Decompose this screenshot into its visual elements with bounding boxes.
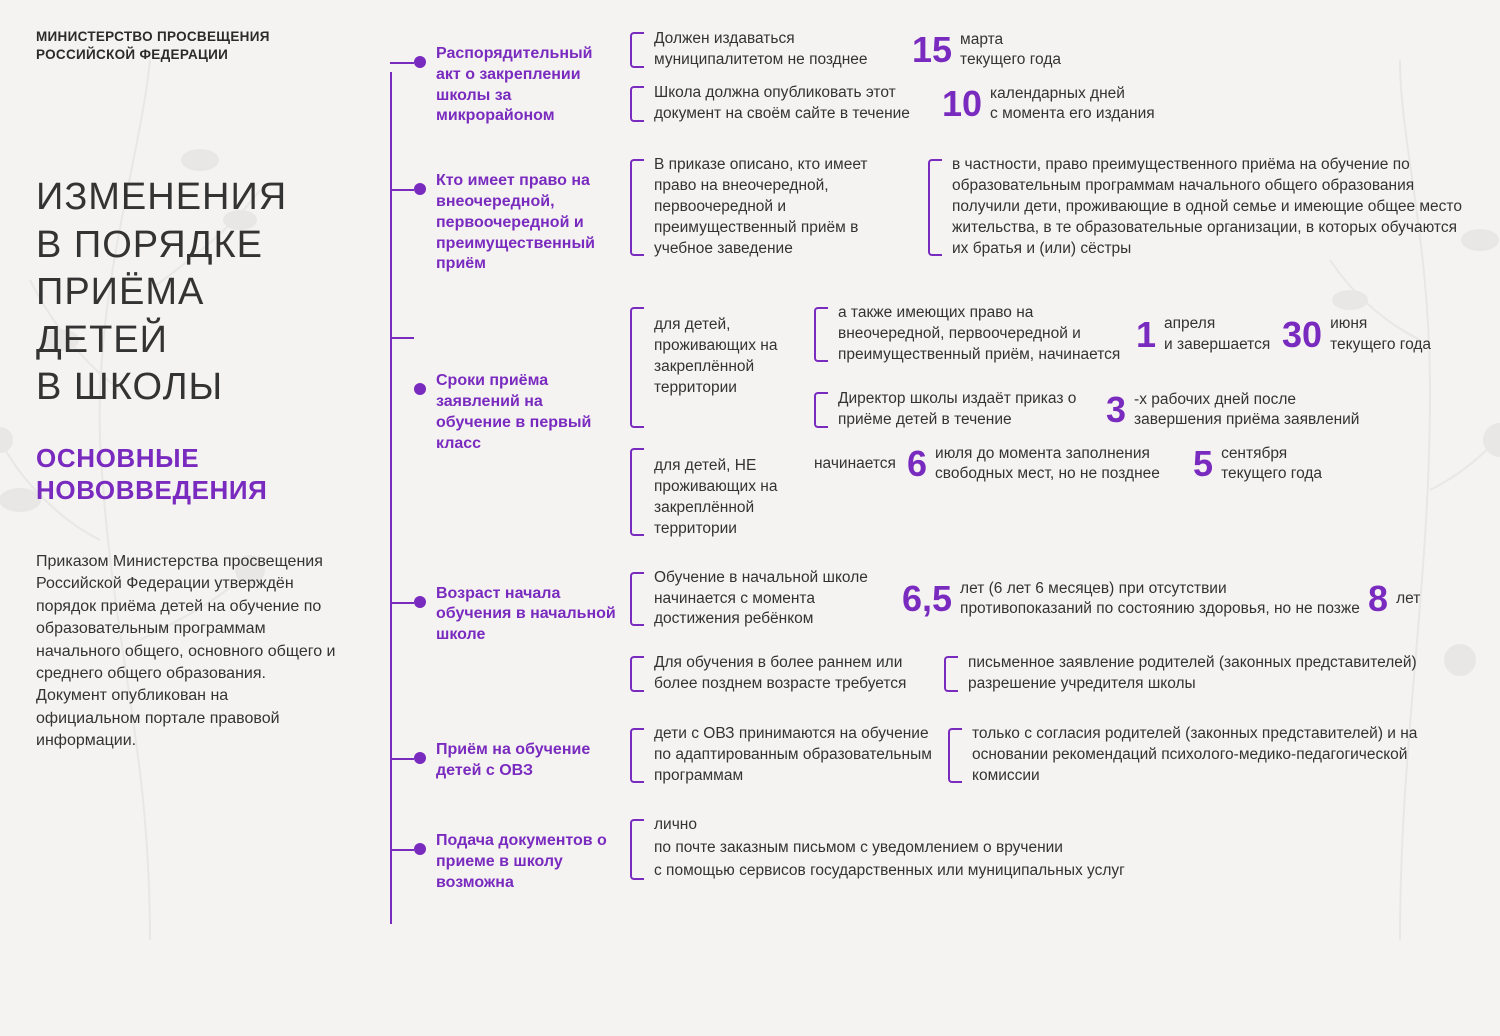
- bracket-icon: [814, 392, 828, 428]
- big-number: 30: [1282, 317, 1322, 353]
- text: лет (6 лет 6 месяцев) при отсутствиипрот…: [960, 579, 1360, 619]
- text: Директор школы издаёт приказ о приёме де…: [838, 389, 1098, 431]
- list-item: по почте заказным письмом с уведомлением…: [654, 838, 1464, 859]
- bracket-icon: [630, 159, 644, 256]
- section-heading: Приём на обучение детей с ОВЗ: [436, 724, 616, 782]
- text: только с согласия родителей (законных пр…: [972, 724, 1464, 787]
- bracket-icon: [630, 86, 644, 122]
- subgroup-label: для детей, проживающих на закреплённой т…: [654, 303, 814, 399]
- bracket-icon: [630, 656, 644, 692]
- bracket-icon: [948, 728, 962, 783]
- text: письменное заявление родителей (законных…: [968, 653, 1464, 695]
- branch-line: [390, 337, 414, 339]
- text: лет: [1396, 589, 1420, 609]
- bracket-icon: [630, 819, 644, 880]
- branch-line: [390, 62, 414, 64]
- text: мартатекущего года: [960, 30, 1061, 70]
- big-number: 10: [942, 86, 982, 122]
- big-number: 5: [1193, 446, 1213, 482]
- text: Школа должна опубликовать этот документ …: [654, 83, 934, 125]
- section-start-age: Возраст начала обучения в начальной школ…: [386, 568, 1464, 697]
- text: -х рабочих дней послезавершения приёма з…: [1134, 390, 1359, 430]
- text: Для обучения в более раннем или более по…: [654, 653, 934, 695]
- big-number: 15: [912, 32, 952, 68]
- text: в частности, право преимущественного при…: [952, 155, 1464, 260]
- text: Обучение в начальной школе начинается с …: [654, 568, 894, 631]
- section-submission: Подача документов о приеме в школу возмо…: [386, 815, 1464, 893]
- section-heading: Подача документов о приеме в школу возмо…: [436, 815, 616, 893]
- text: дети с ОВЗ принимаются на обучение по ад…: [654, 724, 934, 787]
- bullet-icon: [414, 596, 426, 608]
- bullet-icon: [414, 752, 426, 764]
- section-heading: Кто имеет право на внеочередной, первооч…: [436, 155, 616, 275]
- section-act: Распорядительный акт о закреплении школы…: [386, 28, 1464, 127]
- bracket-icon: [944, 656, 958, 692]
- big-number: 8: [1368, 581, 1388, 617]
- left-column: МИНИСТЕРСТВО ПРОСВЕЩЕНИЯРОССИЙСКОЙ ФЕДЕР…: [36, 28, 366, 1000]
- bullet-icon: [414, 183, 426, 195]
- text: начинается: [814, 454, 899, 475]
- section-deadlines: Сроки приёма заявлений на обучение в пер…: [386, 303, 1464, 539]
- big-number: 1: [1136, 317, 1156, 353]
- text: апреляи завершается: [1164, 314, 1274, 354]
- bullet-icon: [414, 843, 426, 855]
- big-number: 6: [907, 446, 927, 482]
- list-item: лично: [654, 815, 1464, 836]
- branch-line: [390, 602, 414, 604]
- bracket-icon: [630, 32, 644, 68]
- bracket-icon: [630, 572, 644, 627]
- branch-line: [390, 189, 414, 191]
- section-ovz: Приём на обучение детей с ОВЗ дети с ОВЗ…: [386, 724, 1464, 787]
- branch-line: [390, 758, 414, 760]
- text: июля до момента заполнениясвободных мест…: [935, 444, 1185, 484]
- subgroup-label: для детей, НЕ проживающих на закреплённо…: [654, 444, 814, 540]
- section-heading: Распорядительный акт о закреплении школы…: [436, 28, 616, 127]
- text: В приказе описано, кто имеет право на вн…: [654, 155, 914, 260]
- intro-paragraph: Приказом Министерства просвещения Россий…: [36, 551, 336, 753]
- text: календарных днейс момента его издания: [990, 84, 1155, 124]
- ministry-label: МИНИСТЕРСТВО ПРОСВЕЩЕНИЯРОССИЙСКОЙ ФЕДЕР…: [36, 28, 356, 64]
- text: сентябрятекущего года: [1221, 444, 1322, 484]
- list-item: с помощью сервисов государственных или м…: [654, 861, 1464, 882]
- section-heading: Сроки приёма заявлений на обучение в пер…: [436, 303, 616, 454]
- tree-column: Распорядительный акт о закреплении школы…: [366, 28, 1464, 1000]
- bracket-icon: [928, 159, 942, 256]
- main-title: ИЗМЕНЕНИЯВ ПОРЯДКЕПРИЁМАДЕТЕЙВ ШКОЛЫ: [36, 174, 356, 412]
- bullet-icon: [414, 56, 426, 68]
- big-number: 6,5: [902, 581, 952, 617]
- bracket-icon: [630, 307, 644, 428]
- big-number: 3: [1106, 392, 1126, 428]
- branch-line: [390, 849, 414, 851]
- text: июнятекущего года: [1330, 314, 1431, 354]
- section-priority-rights: Кто имеет право на внеочередной, первооч…: [386, 155, 1464, 275]
- bracket-icon: [630, 728, 644, 783]
- bracket-icon: [630, 448, 644, 536]
- bracket-icon: [814, 307, 828, 362]
- text: а также имеющих право на внеочередной, п…: [838, 303, 1128, 366]
- subtitle: ОСНОВНЫЕНОВОВВЕДЕНИЯ: [36, 442, 356, 507]
- section-heading: Возраст начала обучения в начальной школ…: [436, 568, 616, 646]
- bullet-icon: [414, 383, 426, 395]
- text: Должен издаваться муниципалитетом не поз…: [654, 29, 904, 71]
